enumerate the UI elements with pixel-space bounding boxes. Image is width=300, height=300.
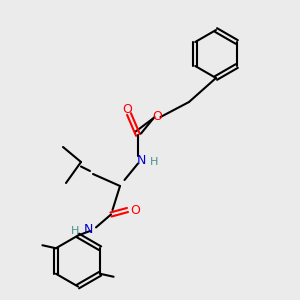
- Text: O: O: [123, 103, 132, 116]
- Text: O: O: [130, 203, 140, 217]
- Text: N: N: [84, 223, 93, 236]
- Text: N: N: [136, 154, 146, 167]
- Text: O: O: [153, 110, 162, 124]
- Text: H: H: [150, 157, 159, 167]
- Text: H: H: [71, 226, 79, 236]
